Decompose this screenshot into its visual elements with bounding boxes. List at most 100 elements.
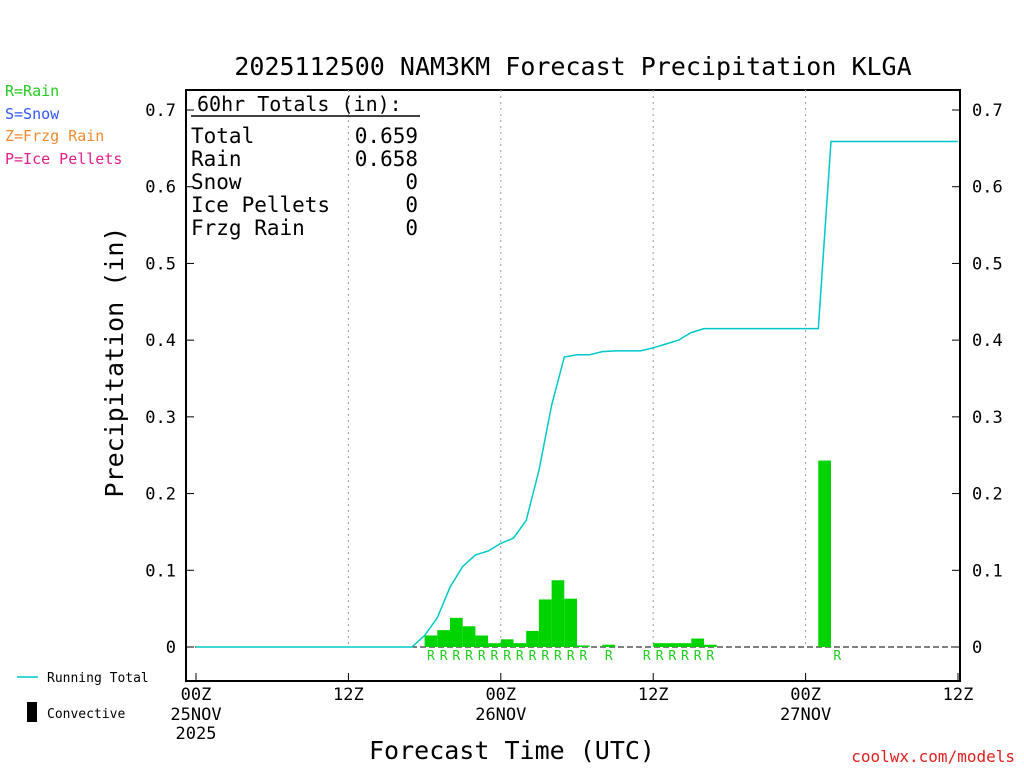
credit: coolwx.com/models bbox=[851, 747, 1015, 766]
precip-bar-9 bbox=[538, 599, 552, 647]
precip-type-letter-10: R bbox=[554, 649, 562, 664]
totals-label-frzg-rain: Frzg Rain bbox=[191, 216, 305, 240]
precip-bar-11 bbox=[564, 598, 577, 647]
y-tick-label-right-7: 0.7 bbox=[972, 101, 1003, 121]
precip-type-letter-20: R bbox=[833, 649, 841, 664]
precip-type-letter-5: R bbox=[491, 649, 499, 664]
y-tick-label-right-4: 0.4 bbox=[972, 331, 1003, 351]
x-tick-label-0: 00Z bbox=[181, 685, 212, 705]
y-tick-label-right-6: 0.6 bbox=[972, 178, 1003, 198]
precip-bar-8 bbox=[526, 630, 539, 647]
x-axis-title: Forecast Time (UTC) bbox=[369, 736, 655, 765]
y-tick-label-right-2: 0.2 bbox=[972, 485, 1003, 505]
y-tick-label-left-3: 0.3 bbox=[145, 408, 176, 428]
line-legend: Running Total Convective bbox=[17, 671, 149, 722]
precip-type-letter-11: R bbox=[567, 649, 575, 664]
legend-frzg-rain: Z=Frzg Rain bbox=[5, 127, 104, 145]
precip-type-letter-6: R bbox=[503, 649, 511, 664]
precip-type-letter-19: R bbox=[706, 649, 714, 664]
precip-type-letter-7: R bbox=[516, 649, 524, 664]
totals-value-ice-pellets: 0 bbox=[405, 193, 418, 217]
y-tick-label-left-7: 0.7 bbox=[145, 101, 176, 121]
precip-bar-4 bbox=[475, 635, 489, 647]
precip-bar-3 bbox=[462, 626, 476, 647]
precip-bar-21 bbox=[818, 460, 831, 647]
running-total-label: Running Total bbox=[47, 671, 149, 686]
legend-ice-pellets: P=Ice Pellets bbox=[5, 150, 122, 168]
y-tick-label-left-2: 0.2 bbox=[145, 485, 176, 505]
totals-header: 60hr Totals (in): bbox=[197, 92, 402, 116]
precip-bar-17 bbox=[678, 643, 692, 647]
precip-bar-6 bbox=[500, 639, 514, 647]
precip-bar-12 bbox=[577, 645, 590, 647]
y-tick-label-right-3: 0.3 bbox=[972, 408, 1003, 428]
convective-label: Convective bbox=[47, 707, 125, 722]
precip-type-letter-0: R bbox=[427, 649, 435, 664]
precip-type-letter-17: R bbox=[681, 649, 689, 664]
precip-bar-7 bbox=[513, 643, 527, 647]
legend-rain: R=Rain bbox=[5, 82, 59, 100]
totals-label-snow: Snow bbox=[191, 170, 242, 194]
precip-bar-1 bbox=[437, 630, 450, 647]
y-axis-right: 0 0.1 0.2 0.3 0.4 0.5 0.6 0.7 bbox=[952, 101, 1003, 658]
totals-value-snow: 0 bbox=[405, 170, 418, 194]
totals-box: 60hr Totals (in): Total 0.659 Rain 0.658… bbox=[191, 92, 420, 240]
chart-title: 2025112500 NAM3KM Forecast Precipitation… bbox=[234, 52, 911, 81]
precip-type-letter-9: R bbox=[541, 649, 549, 664]
totals-value-frzg-rain: 0 bbox=[405, 216, 418, 240]
x-tick-label-3: 12Z bbox=[638, 685, 669, 705]
x-tick-label-1: 12Z bbox=[333, 685, 364, 705]
y-tick-label-right-5: 0.5 bbox=[972, 254, 1003, 274]
precip-bar-18 bbox=[691, 638, 704, 647]
x-date-label-0: 25NOV bbox=[170, 705, 221, 725]
precip-bar-19 bbox=[704, 644, 717, 647]
precip-type-letter-3: R bbox=[465, 649, 473, 664]
totals-label-total: Total bbox=[191, 124, 254, 148]
precip-bar-15 bbox=[653, 643, 666, 647]
precip-type-letter-18: R bbox=[694, 649, 702, 664]
plot-frame bbox=[185, 89, 961, 682]
precip-type-letter-4: R bbox=[478, 649, 486, 664]
precip-type-letter-2: R bbox=[452, 649, 460, 664]
x-date-label-2: 26NOV bbox=[475, 705, 526, 725]
precip-bar-0 bbox=[424, 635, 438, 647]
precip-type-letter-15: R bbox=[656, 649, 664, 664]
y-tick-label-right-0: 0 bbox=[972, 638, 982, 658]
precip-type-letter-16: R bbox=[668, 649, 676, 664]
precip-bar-10 bbox=[551, 580, 565, 647]
precip-bars bbox=[424, 460, 831, 647]
totals-value-total: 0.659 bbox=[355, 124, 418, 148]
x-date-label-4: 27NOV bbox=[780, 705, 831, 725]
x-tick-label-2: 00Z bbox=[485, 685, 516, 705]
precip-type-letter-12: R bbox=[579, 649, 587, 664]
y-tick-label-left-4: 0.4 bbox=[145, 331, 176, 351]
x-tick-label-5: 12Z bbox=[943, 685, 974, 705]
y-tick-label-left-0: 0 bbox=[166, 638, 176, 658]
precip-bar-2 bbox=[450, 617, 463, 647]
precip-bar-16 bbox=[665, 643, 679, 647]
totals-label-ice-pellets: Ice Pellets bbox=[191, 193, 330, 217]
precip-type-letter-8: R bbox=[529, 649, 537, 664]
y-tick-label-left-1: 0.1 bbox=[145, 561, 176, 581]
y-tick-label-right-1: 0.1 bbox=[972, 561, 1003, 581]
precip-bar-14 bbox=[602, 644, 616, 647]
precip-type-letter-14: R bbox=[643, 649, 651, 664]
x-year-label-0: 2025 bbox=[176, 724, 217, 744]
y-tick-label-left-5: 0.5 bbox=[145, 254, 176, 274]
legend-snow: S=Snow bbox=[5, 105, 60, 123]
precip-type-letter-13: R bbox=[605, 649, 613, 664]
y-tick-label-left-6: 0.6 bbox=[145, 178, 176, 198]
totals-label-rain: Rain bbox=[191, 147, 242, 171]
convective-swatch bbox=[27, 702, 37, 722]
precip-bar-5 bbox=[488, 643, 501, 647]
precip-type-letter-1: R bbox=[440, 649, 448, 664]
totals-value-rain: 0.658 bbox=[355, 147, 418, 171]
running-total-line bbox=[196, 140, 958, 648]
y-axis-left: 0 0.1 0.2 0.3 0.4 0.5 0.6 0.7 bbox=[145, 101, 194, 658]
type-legend: R=Rain S=Snow Z=Frzg Rain P=Ice Pellets bbox=[5, 82, 122, 168]
x-tick-label-4: 00Z bbox=[790, 685, 821, 705]
y-axis-title: Precipitation (in) bbox=[100, 227, 129, 498]
